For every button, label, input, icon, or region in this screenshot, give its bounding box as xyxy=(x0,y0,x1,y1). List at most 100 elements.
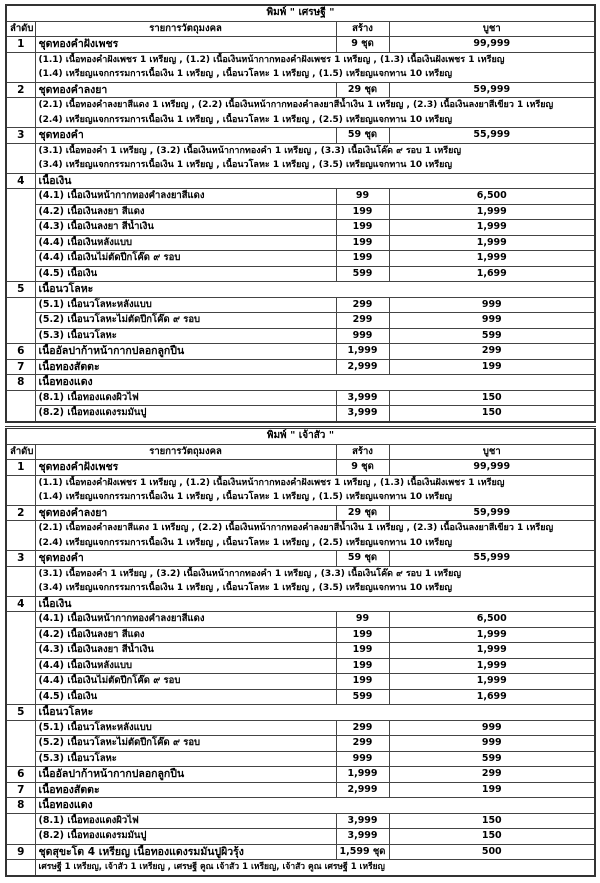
price-table-setthi: พิมพ์ " เศรษฐี " ลำดับ รายการวัตถุมงคล สร้า… xyxy=(5,4,596,423)
blank-cell xyxy=(5,390,36,406)
subitem-price: 6,500 xyxy=(388,188,596,205)
subitem-build: 3,999 xyxy=(335,812,390,829)
subitem-row: (4.4) เนื้อเงินหลังแบบ 199 1,999 xyxy=(5,234,596,251)
item-build: 1,999 xyxy=(335,766,390,783)
item-number: 7 xyxy=(5,781,36,798)
item-build: 9 ชุด xyxy=(335,459,390,476)
item-row: 2 ชุดทองคำลงยา 29 ชุด 59,999 xyxy=(5,81,596,98)
item-name: ชุดทองคำลงยา xyxy=(34,81,337,98)
item-price: 55,999 xyxy=(388,127,596,144)
item-price: 59,999 xyxy=(388,81,596,98)
blank-cell xyxy=(5,689,36,705)
subitem-price: 999 xyxy=(388,735,596,752)
blank-cell xyxy=(5,266,36,282)
item-name: เนื้อทองแดง xyxy=(34,797,596,814)
subitem-price: 1,699 xyxy=(388,265,596,282)
item-detail: (3.4) เหรียญแจกกรรมการเนื้อเงิน 1 เหรียญ… xyxy=(34,581,596,597)
item-name: เนื้อเงิน xyxy=(34,595,596,612)
blank-cell xyxy=(5,235,36,251)
blank-cell xyxy=(5,658,36,674)
item-row: 8 เนื้อทองแดง xyxy=(5,374,596,391)
item-number: 4 xyxy=(5,595,36,612)
item-row: 5 เนื้อนวโลหะ xyxy=(5,281,596,298)
item-detail-row: (1.1) เนื้อทองคำฝังเพชร 1 เหรียญ , (1.2)… xyxy=(5,474,596,490)
item-name: เนื้ออัลปาก้าหน้ากากปลอกลูกปืน xyxy=(34,343,337,360)
blank-cell xyxy=(5,52,36,67)
item-row: 3 ชุดทองคำ 59 ชุด 55,999 xyxy=(5,127,596,144)
item-number: 5 xyxy=(5,281,36,298)
item-name: ชุดทองคำฝังเพชร xyxy=(34,459,337,476)
subitem-name: (5.1) เนื้อนวโลหะหลังแบบ xyxy=(34,719,337,736)
item-build: 29 ชุด xyxy=(335,81,390,98)
subitem-name: (4.4) เนื้อเงินไม่ตัดปีกโค๊ด ๙ รอบ xyxy=(34,673,337,690)
blank-cell xyxy=(5,143,36,158)
subitem-row: (4.4) เนื้อเงินหลังแบบ 199 1,999 xyxy=(5,657,596,674)
subitem-name: (4.4) เนื้อเงินหลังแบบ xyxy=(34,234,337,251)
item-name: ชุดทองคำ xyxy=(34,127,337,144)
subitem-build: 599 xyxy=(335,265,390,282)
blank-cell xyxy=(5,475,36,490)
subitem-row: (4.2) เนื้อเงินลงยา สีแดง 199 1,999 xyxy=(5,203,596,220)
subitem-price: 150 xyxy=(388,405,596,422)
subitem-build: 299 xyxy=(335,296,390,313)
item-price: 99,999 xyxy=(388,459,596,476)
subitem-name: (4.4) เนื้อเงินไม่ตัดปีกโค๊ด ๙ รอบ xyxy=(34,250,337,267)
item-detail: (2.4) เหรียญแจกกรรมการเนื้อเงิน 1 เหรียญ… xyxy=(34,535,596,551)
item-row: 1 ชุดทองคำฝังเพชร 9 ชุด 99,999 xyxy=(5,459,596,476)
subitem-row: (5.1) เนื้อนวโลหะหลังแบบ 299 999 xyxy=(5,296,596,313)
blank-cell xyxy=(5,859,36,876)
subitem-name: (4.5) เนื้อเงิน xyxy=(34,688,337,705)
item-build: 9 ชุด xyxy=(335,36,390,53)
item-number: 8 xyxy=(5,374,36,391)
item-detail-row: (3.4) เหรียญแจกกรรมการเนื้อเงิน 1 เหรียญ… xyxy=(5,158,596,174)
item-detail-row: (1.4) เหรียญแจกกรรมการเนื้อเงิน 1 เหรียญ… xyxy=(5,490,596,506)
section-title: พิมพ์ " เจ้าสัว " xyxy=(5,427,596,445)
subitem-name: (5.3) เนื้อนวโลหะ xyxy=(34,750,337,767)
blank-cell xyxy=(5,581,36,596)
subitem-build: 3,999 xyxy=(335,389,390,406)
subitem-name: (4.2) เนื้อเงินลงยา สีแดง xyxy=(34,203,337,220)
item-price: 199 xyxy=(388,781,596,798)
item-name: เนื้อทองสัตตะ xyxy=(34,358,337,375)
section-title-row: พิมพ์ " เศรษฐี " xyxy=(5,4,596,22)
item-number: 1 xyxy=(5,459,36,476)
subitem-price: 1,999 xyxy=(388,234,596,251)
subitem-price: 999 xyxy=(388,312,596,329)
subitem-price: 150 xyxy=(388,828,596,845)
item-price: 59,999 xyxy=(388,504,596,521)
item-detail: (1.4) เหรียญแจกกรรมการเนื้อเงิน 1 เหรียญ… xyxy=(34,67,596,83)
item-build: 1,999 xyxy=(335,343,390,360)
item-number: 3 xyxy=(5,127,36,144)
item-build: 2,999 xyxy=(335,358,390,375)
subitem-price: 6,500 xyxy=(388,611,596,628)
item-build: 59 ชุด xyxy=(335,127,390,144)
subitem-price: 599 xyxy=(388,327,596,344)
subitem-price: 1,999 xyxy=(388,203,596,220)
subitem-build: 299 xyxy=(335,312,390,329)
subitem-row: (4.5) เนื้อเงิน 599 1,699 xyxy=(5,265,596,282)
blank-cell xyxy=(5,490,36,505)
subitem-build: 999 xyxy=(335,750,390,767)
subitem-name: (4.2) เนื้อเงินลงยา สีแดง xyxy=(34,626,337,643)
section-title: พิมพ์ " เศรษฐี " xyxy=(5,4,596,22)
subitem-row: (4.1) เนื้อเงินหน้ากากทองคำลงยาสีแดง 99 6,… xyxy=(5,611,596,628)
item-detail-row: (3.1) เนื้อทองคำ 1 เหรียญ , (3.2) เนื้อเ… xyxy=(5,565,596,581)
item-detail: (2.4) เหรียญแจกกรรมการเนื้อเงิน 1 เหรียญ… xyxy=(34,112,596,128)
subitem-row: (5.2) เนื้อนวโลหะไม่ตัดปีกโค๊ด ๙ รอบ 299 9… xyxy=(5,312,596,329)
blank-cell xyxy=(5,112,36,128)
item-name: เนื้อนวโลหะ xyxy=(34,704,596,721)
header-build: สร้าง xyxy=(335,443,390,460)
blank-cell xyxy=(5,219,36,235)
subitem-name: (8.1) เนื้อทองแดงผิวไฟ xyxy=(34,812,337,829)
subitem-price: 1,999 xyxy=(388,250,596,267)
item-detail: (3.1) เนื้อทองคำ 1 เหรียญ , (3.2) เนื้อเ… xyxy=(34,142,596,158)
subitem-row: (4.4) เนื้อเงินไม่ตัดปีกโค๊ด ๙ รอบ 199 1,9… xyxy=(5,673,596,690)
subitem-build: 199 xyxy=(335,673,390,690)
item-detail: (1.4) เหรียญแจกกรรมการเนื้อเงิน 1 เหรียญ… xyxy=(34,490,596,506)
blank-cell xyxy=(5,735,36,751)
blank-cell xyxy=(5,250,36,266)
item-row: 4 เนื้อเงิน xyxy=(5,595,596,612)
item-price: 55,999 xyxy=(388,550,596,567)
item-detail: (1.1) เนื้อทองคำฝังเพชร 1 เหรียญ , (1.2)… xyxy=(34,51,596,67)
subitem-price: 1,699 xyxy=(388,688,596,705)
